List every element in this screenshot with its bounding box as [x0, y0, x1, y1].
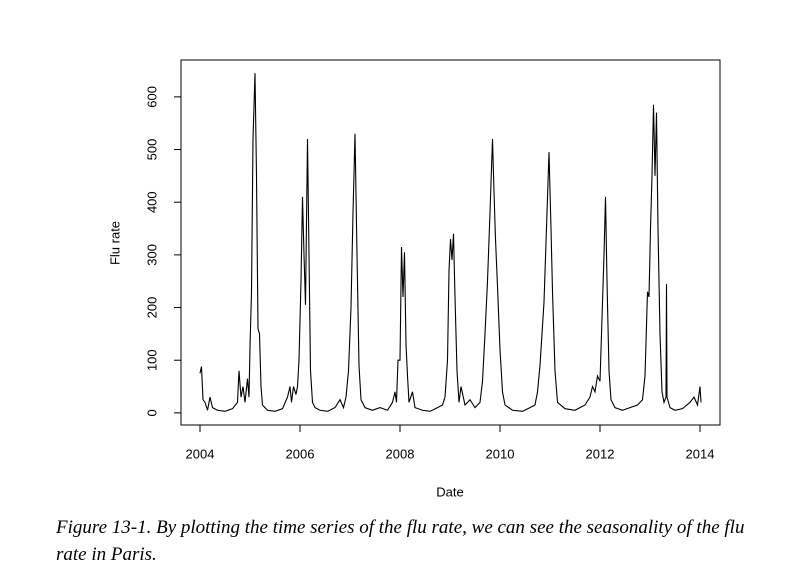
y-tick-label: 400 [144, 191, 159, 213]
x-tick-label: 2014 [686, 446, 715, 461]
y-axis-label: Flu rate [107, 221, 122, 265]
y-tick-label: 200 [144, 297, 159, 319]
x-tick-label: 2004 [186, 446, 215, 461]
y-tick-label: 300 [144, 244, 159, 266]
y-tick-label: 100 [144, 349, 159, 371]
y-tick-label: 500 [144, 139, 159, 161]
series-line [199, 73, 702, 412]
x-tick-label: 2010 [486, 446, 515, 461]
x-tick-label: 2008 [386, 446, 415, 461]
caption: Figure 13-1. By plotting the time series… [56, 517, 745, 565]
x-tick-label: 2012 [586, 446, 615, 461]
x-tick-label: 2006 [286, 446, 315, 461]
y-tick-label: 600 [144, 86, 159, 108]
y-tick-label: 0 [144, 409, 159, 416]
x-axis-label: Date [436, 484, 463, 499]
chart: Date Flu rate 2004 2006 2008 2010 2012 2014 0 1… [107, 59, 721, 499]
